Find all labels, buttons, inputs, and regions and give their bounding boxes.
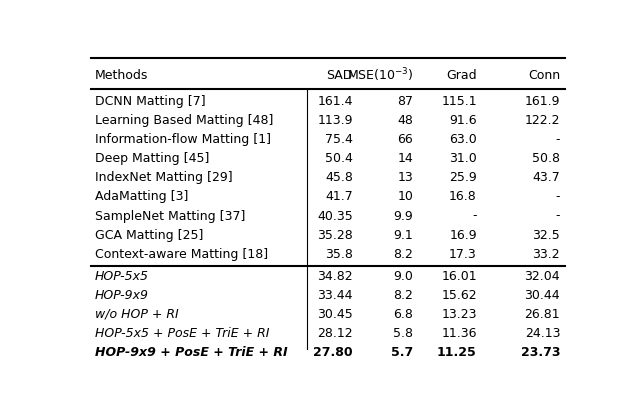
Text: 8.2: 8.2	[394, 248, 413, 261]
Text: 30.45: 30.45	[317, 308, 353, 321]
Text: HOP-9x9: HOP-9x9	[95, 289, 149, 302]
Text: 17.3: 17.3	[449, 248, 477, 261]
Text: 9.0: 9.0	[394, 270, 413, 283]
Text: 9.9: 9.9	[394, 209, 413, 222]
Text: 24.13: 24.13	[525, 327, 560, 340]
Text: 40.35: 40.35	[317, 209, 353, 222]
Text: 31.0: 31.0	[449, 152, 477, 165]
Text: 115.1: 115.1	[441, 95, 477, 108]
Text: 41.7: 41.7	[325, 191, 353, 204]
Text: 15.62: 15.62	[441, 289, 477, 302]
Text: 161.9: 161.9	[525, 95, 560, 108]
Text: AdaMatting [3]: AdaMatting [3]	[95, 191, 188, 204]
Text: 33.44: 33.44	[317, 289, 353, 302]
Text: GCA Matting [25]: GCA Matting [25]	[95, 229, 204, 242]
Text: 50.4: 50.4	[325, 152, 353, 165]
Text: 32.5: 32.5	[532, 229, 560, 242]
Text: 11.25: 11.25	[437, 346, 477, 359]
Text: HOP-5x5: HOP-5x5	[95, 270, 149, 283]
Text: HOP-5x5 + PosE + TriE + RI: HOP-5x5 + PosE + TriE + RI	[95, 327, 269, 340]
Text: 33.2: 33.2	[532, 248, 560, 261]
Text: SampleNet Matting [37]: SampleNet Matting [37]	[95, 209, 245, 222]
Text: 87: 87	[397, 95, 413, 108]
Text: 16.01: 16.01	[441, 270, 477, 283]
Text: 23.73: 23.73	[520, 346, 560, 359]
Text: -: -	[556, 133, 560, 146]
Text: IndexNet Matting [29]: IndexNet Matting [29]	[95, 171, 232, 184]
Text: 43.7: 43.7	[532, 171, 560, 184]
Text: 5.8: 5.8	[394, 327, 413, 340]
Text: 75.4: 75.4	[325, 133, 353, 146]
Text: DCNN Matting [7]: DCNN Matting [7]	[95, 95, 205, 108]
Text: 34.82: 34.82	[317, 270, 353, 283]
Text: Conn: Conn	[528, 68, 560, 81]
Text: 45.8: 45.8	[325, 171, 353, 184]
Text: w/o HOP + RI: w/o HOP + RI	[95, 308, 179, 321]
Text: 32.04: 32.04	[525, 270, 560, 283]
Text: 91.6: 91.6	[449, 114, 477, 127]
Text: 10: 10	[397, 191, 413, 204]
Text: 13.23: 13.23	[442, 308, 477, 321]
Text: Deep Matting [45]: Deep Matting [45]	[95, 152, 209, 165]
Text: 28.12: 28.12	[317, 327, 353, 340]
Text: HOP-9x9 + PosE + TriE + RI: HOP-9x9 + PosE + TriE + RI	[95, 346, 287, 359]
Text: 5.7: 5.7	[391, 346, 413, 359]
Text: Context-aware Matting [18]: Context-aware Matting [18]	[95, 248, 268, 261]
Text: -: -	[556, 209, 560, 222]
Text: 113.9: 113.9	[317, 114, 353, 127]
Text: 9.1: 9.1	[394, 229, 413, 242]
Text: Grad: Grad	[446, 68, 477, 81]
Text: 14: 14	[397, 152, 413, 165]
Text: 16.9: 16.9	[449, 229, 477, 242]
Text: Methods: Methods	[95, 68, 148, 81]
Text: 66: 66	[397, 133, 413, 146]
Text: Learning Based Matting [48]: Learning Based Matting [48]	[95, 114, 273, 127]
Text: Information-flow Matting [1]: Information-flow Matting [1]	[95, 133, 271, 146]
Text: 35.8: 35.8	[325, 248, 353, 261]
Text: 63.0: 63.0	[449, 133, 477, 146]
Text: 11.36: 11.36	[442, 327, 477, 340]
Text: 6.8: 6.8	[394, 308, 413, 321]
Text: 27.80: 27.80	[313, 346, 353, 359]
Text: SAD: SAD	[326, 68, 353, 81]
Text: -: -	[556, 191, 560, 204]
Text: 25.9: 25.9	[449, 171, 477, 184]
Text: 8.2: 8.2	[394, 289, 413, 302]
Text: 16.8: 16.8	[449, 191, 477, 204]
Text: MSE($10^{-3}$): MSE($10^{-3}$)	[347, 66, 413, 84]
Text: 48: 48	[397, 114, 413, 127]
Text: 35.28: 35.28	[317, 229, 353, 242]
Text: 13: 13	[397, 171, 413, 184]
Text: 50.8: 50.8	[532, 152, 560, 165]
Text: 122.2: 122.2	[525, 114, 560, 127]
Text: 26.81: 26.81	[525, 308, 560, 321]
Text: 161.4: 161.4	[317, 95, 353, 108]
Text: -: -	[472, 209, 477, 222]
Text: 30.44: 30.44	[525, 289, 560, 302]
